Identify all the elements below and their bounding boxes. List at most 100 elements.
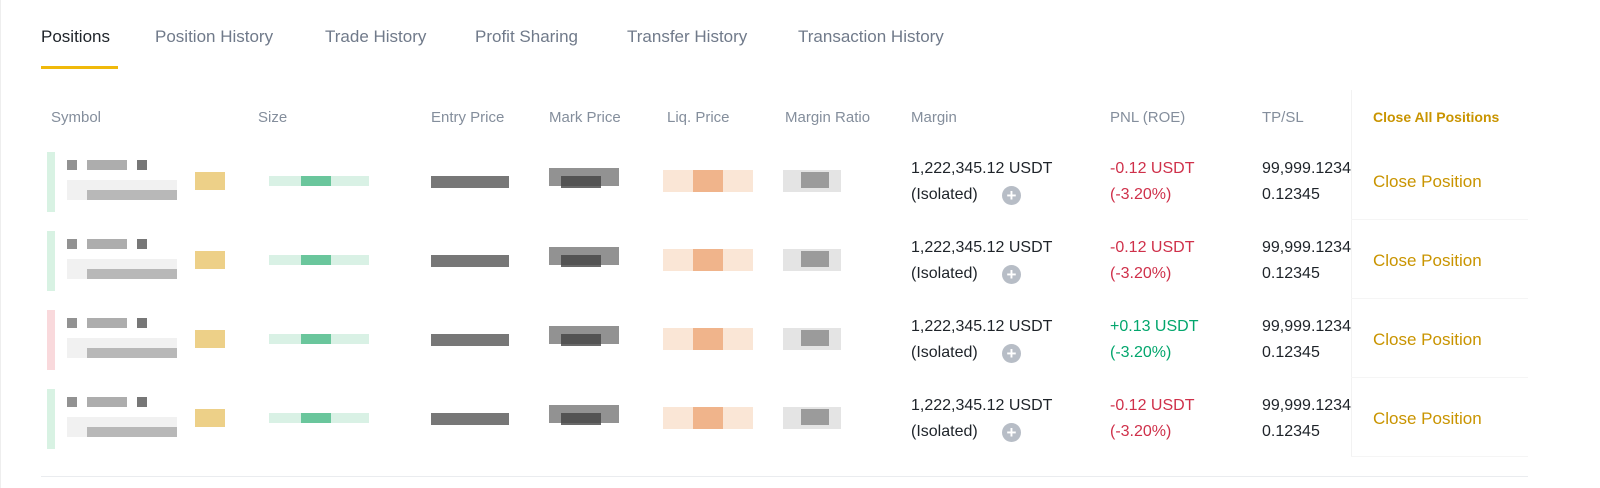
margin-mode: (Isolated) [911,265,978,282]
tab[interactable]: Positions [41,27,110,46]
margin: 1,222,345.12 USDT [911,239,1053,256]
margin-mode: (Isolated) [911,423,978,440]
row-divider [1351,456,1528,457]
blurred-cell [561,413,601,425]
side-indicator [47,231,55,291]
active-tab-underline [41,66,118,69]
roe: (-3.20%) [1110,423,1172,440]
blurred-cell [693,407,723,429]
blurred-cell [301,255,331,265]
column-header: Margin Ratio [785,109,871,126]
column-header: Size [258,109,288,126]
pnl: -0.12 USDT [1110,160,1195,177]
sticky-column-divider [1351,90,1352,456]
margin: 1,222,345.12 USDT [911,160,1053,177]
blurred-cell [195,251,225,269]
blurred-cell [67,239,77,249]
column-header: Entry Price [431,109,505,126]
roe: (-3.20%) [1110,344,1172,361]
blurred-cell [87,160,127,170]
take-profit: 99,999.1234 [1262,160,1351,177]
tab[interactable]: Trade History [325,27,427,46]
stop-loss: 0.12345 [1262,423,1320,440]
blurred-cell [195,409,225,427]
column-header: Mark Price [549,109,621,126]
blurred-cell [801,251,829,267]
blurred-cell [561,255,601,267]
blurred-cell [87,427,177,437]
margin-mode: (Isolated) [911,344,978,361]
tab[interactable]: Transfer History [627,27,748,46]
side-indicator [47,389,55,449]
column-header: Margin [911,109,957,126]
column-header[interactable]: Close All Positions [1373,109,1500,125]
blurred-cell [431,176,509,188]
take-profit: 99,999.1234 [1262,318,1351,335]
tab[interactable]: Position History [155,27,274,46]
tab[interactable]: Transaction History [798,27,944,46]
roe: (-3.20%) [1110,265,1172,282]
column-header: Liq. Price [667,109,730,126]
close-position-button[interactable]: Close Position [1373,330,1482,349]
row-divider [1351,298,1528,299]
blurred-cell [801,172,829,188]
blurred-cell [137,239,147,249]
stop-loss: 0.12345 [1262,344,1320,361]
blurred-cell [87,397,127,407]
tab[interactable]: Profit Sharing [475,27,578,46]
blurred-cell [67,160,77,170]
column-header: PNL (ROE) [1110,109,1186,126]
close-position-button[interactable]: Close Position [1373,251,1482,270]
blurred-cell [301,413,331,423]
blurred-cell [87,190,177,200]
blurred-cell [301,176,331,186]
take-profit: 99,999.1234 [1262,397,1351,414]
blurred-cell [195,172,225,190]
pnl: -0.12 USDT [1110,397,1195,414]
blurred-cell [87,239,127,249]
blurred-cell [301,334,331,344]
column-header: Symbol [51,109,102,126]
row-divider [1351,219,1528,220]
blurred-cell [67,318,77,328]
blurred-cell [87,269,177,279]
blurred-cell [87,318,127,328]
roe: (-3.20%) [1110,186,1172,203]
margin: 1,222,345.12 USDT [911,397,1053,414]
column-header: TP/SL [1262,109,1304,126]
blurred-cell [137,160,147,170]
blurred-cell [195,330,225,348]
add-margin-icon[interactable]: + [1002,344,1021,363]
blurred-cell [431,334,509,346]
blurred-cell [801,409,829,425]
blurred-cell [87,348,177,358]
take-profit: 99,999.1234 [1262,239,1351,256]
blurred-cell [801,330,829,346]
add-margin-icon[interactable]: + [1002,186,1021,205]
blurred-cell [693,249,723,271]
pnl: -0.12 USDT [1110,239,1195,256]
add-margin-icon[interactable]: + [1002,265,1021,284]
close-position-button[interactable]: Close Position [1373,172,1482,191]
blurred-cell [431,413,509,425]
row-divider [1351,377,1528,378]
blurred-cell [561,334,601,346]
blurred-cell [693,328,723,350]
blurred-cell [67,397,77,407]
side-indicator [47,152,55,212]
blurred-cell [137,318,147,328]
blurred-cell [137,397,147,407]
pnl: +0.13 USDT [1110,318,1199,335]
close-position-button[interactable]: Close Position [1373,409,1482,428]
stop-loss: 0.12345 [1262,186,1320,203]
stop-loss: 0.12345 [1262,265,1320,282]
blurred-cell [561,176,601,188]
margin-mode: (Isolated) [911,186,978,203]
blurred-cell [693,170,723,192]
margin: 1,222,345.12 USDT [911,318,1053,335]
table-bottom-border [41,476,1528,477]
blurred-cell [431,255,509,267]
side-indicator [47,310,55,370]
add-margin-icon[interactable]: + [1002,423,1021,442]
